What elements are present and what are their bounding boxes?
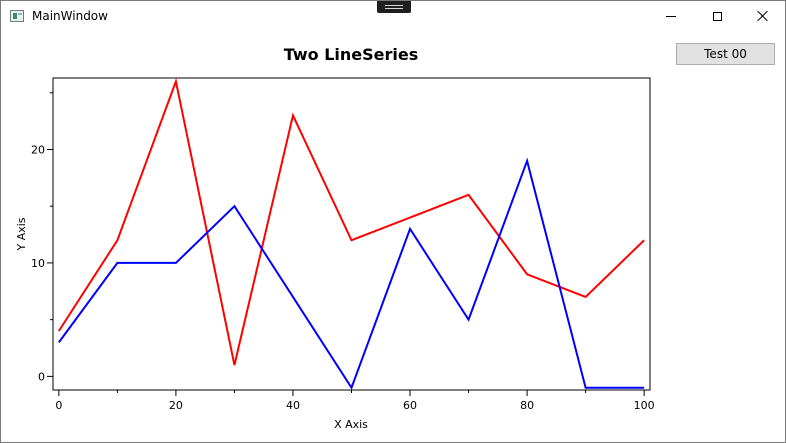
x-axis-title: X Axis — [334, 418, 368, 431]
test-button[interactable]: Test 00 — [676, 43, 775, 65]
series-line-1 — [58, 77, 645, 366]
y-tick-label: 10 — [31, 257, 45, 270]
x-tick-label: 100 — [634, 399, 655, 412]
minimize-icon — [666, 15, 676, 17]
x-tick-label: 20 — [169, 399, 183, 412]
title-bar[interactable]: MainWindow — [1, 1, 785, 32]
x-tick-label: 80 — [520, 399, 534, 412]
plot-area — [52, 77, 651, 391]
y-tick-label: 20 — [31, 143, 45, 156]
window-title: MainWindow — [32, 9, 108, 23]
maximize-button[interactable] — [694, 1, 740, 31]
y-tick-label: 0 — [38, 370, 45, 383]
line-chart: Two LineSeries 0 20 40 60 80 100 0 10 20 X Axis… — [15, 45, 655, 431]
minimize-button[interactable] — [648, 1, 694, 31]
close-icon — [757, 10, 769, 22]
close-button[interactable] — [740, 1, 786, 31]
x-tick-label: 0 — [55, 399, 62, 412]
maximize-icon — [712, 11, 722, 21]
x-axis: 0 20 40 60 80 100 — [55, 390, 655, 412]
plot-series-group — [58, 77, 645, 390]
drag-grip-icon[interactable] — [377, 1, 411, 13]
y-axis-title: Y Axis — [15, 217, 28, 251]
window-app-icon — [10, 10, 24, 22]
x-tick-label: 60 — [403, 399, 417, 412]
y-axis: 0 10 20 — [31, 92, 53, 383]
series-line-2 — [58, 157, 645, 390]
x-tick-label: 40 — [286, 399, 300, 412]
chart-title: Two LineSeries — [284, 45, 419, 64]
